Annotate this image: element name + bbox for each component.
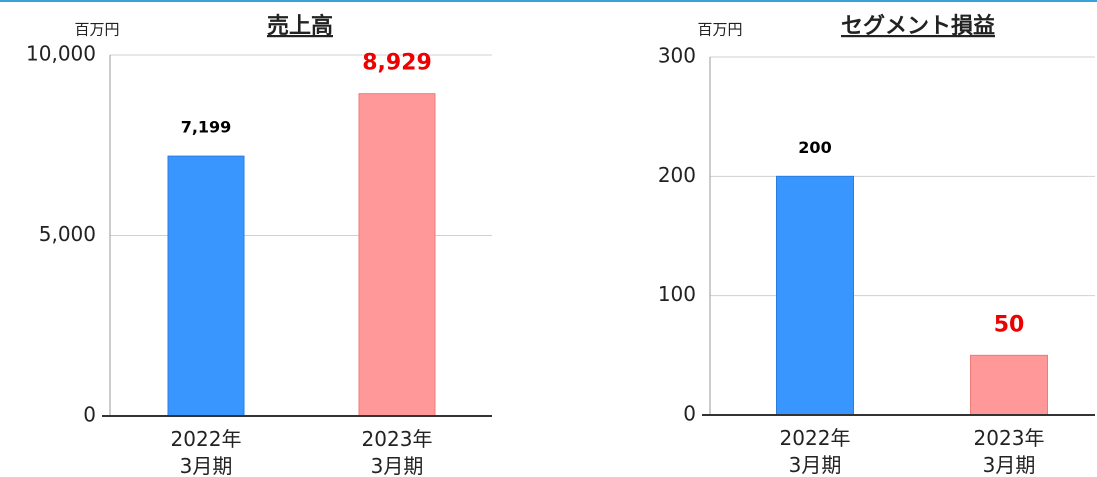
y-tick-label: 10,000 <box>26 42 96 66</box>
chart-title: セグメント損益 <box>841 13 995 39</box>
value-label: 50 <box>994 312 1025 337</box>
y-tick-label: 300 <box>658 44 696 68</box>
y-tick-label: 0 <box>83 403 96 427</box>
y-tick-label: 0 <box>683 402 696 426</box>
value-label: 8,929 <box>362 51 432 76</box>
y-tick-label: 5,000 <box>39 222 96 246</box>
value-label: 200 <box>798 138 831 157</box>
unit-label: 百万円 <box>74 21 119 39</box>
y-tick-label: 200 <box>658 163 696 187</box>
unit-label: 百万円 <box>697 21 742 39</box>
bar <box>776 175 854 416</box>
x-tick-label: 2022年 3月期 <box>780 426 851 477</box>
y-tick-label: 100 <box>658 282 696 306</box>
bar <box>167 155 245 417</box>
value-label: 7,199 <box>181 118 232 137</box>
x-tick-label: 2023年 3月期 <box>362 427 433 477</box>
chart-title: 売上高 <box>267 13 333 39</box>
bar <box>358 93 436 417</box>
bar <box>970 354 1048 416</box>
x-tick-label: 2023年 3月期 <box>974 426 1045 477</box>
x-tick-label: 2022年 3月期 <box>171 427 242 477</box>
